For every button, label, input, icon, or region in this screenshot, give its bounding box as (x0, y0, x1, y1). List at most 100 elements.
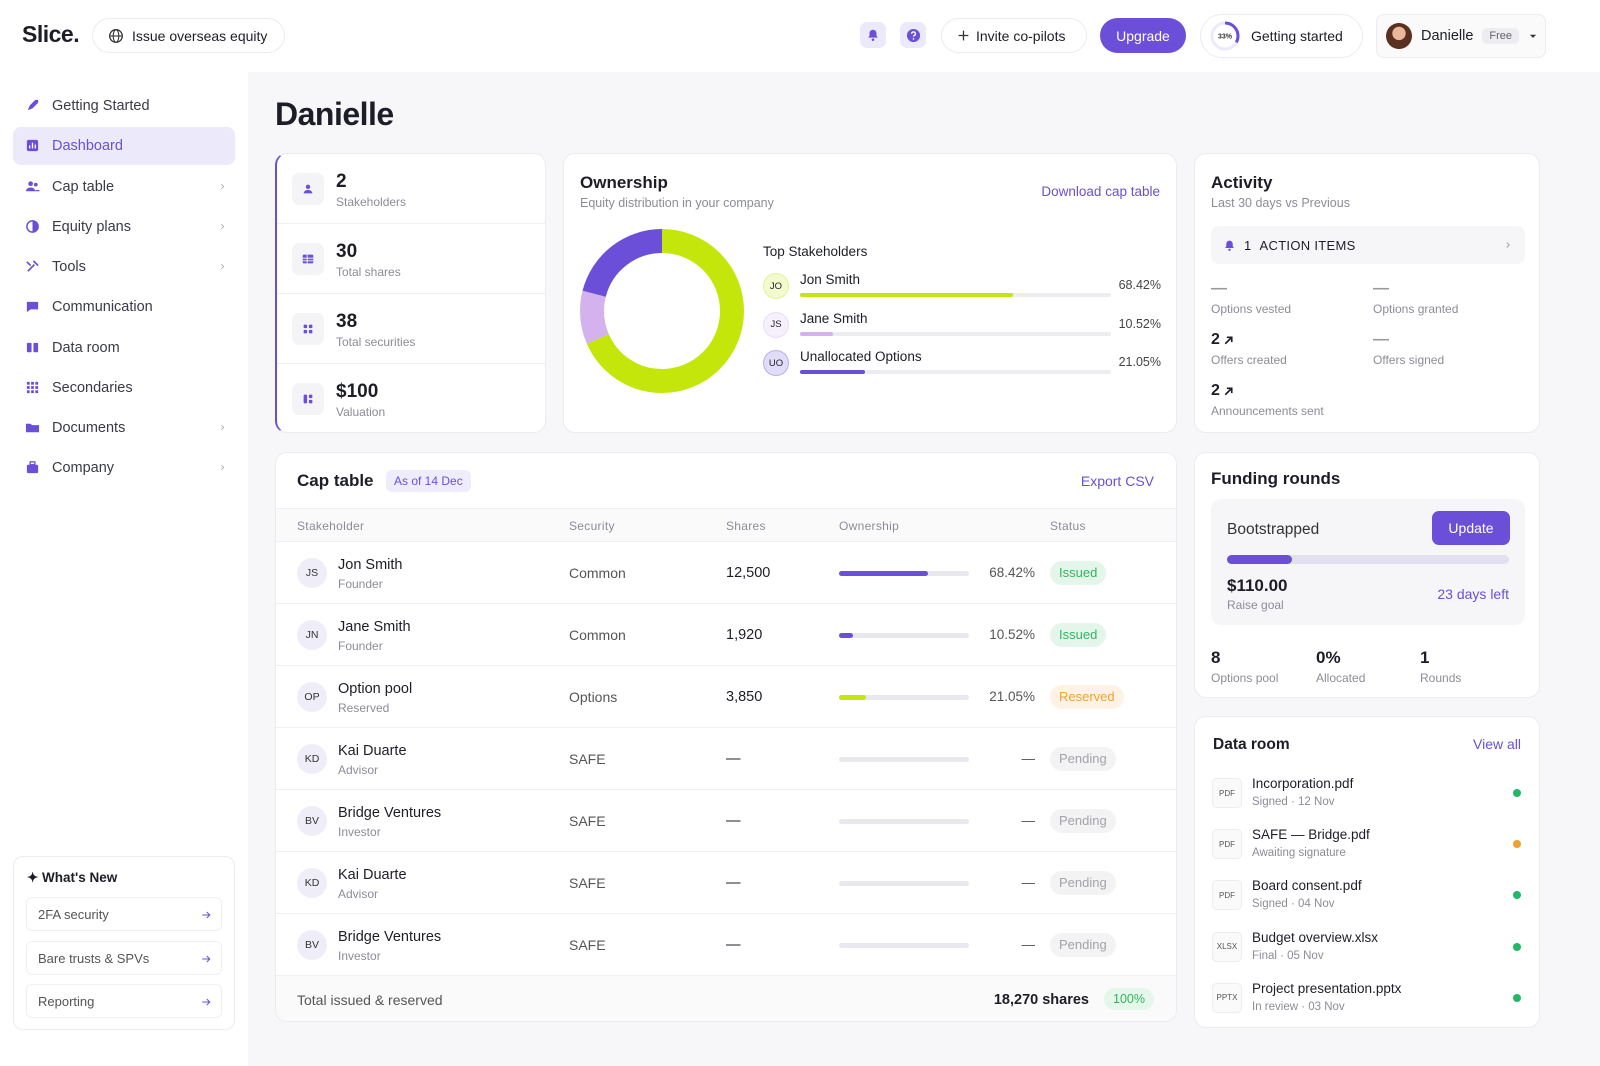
nav-item[interactable]: Equity plans (13, 208, 235, 246)
file-status-dot (1513, 993, 1521, 1002)
chevron-icon (221, 263, 225, 270)
icon-part (221, 424, 225, 431)
stat-icon (292, 173, 324, 205)
icon-part (308, 394, 313, 399)
chevron-icon (1506, 242, 1510, 248)
nav-item[interactable]: Documents (13, 409, 235, 447)
column-header: Shares (726, 519, 766, 533)
icon-part (26, 342, 32, 352)
icon-part (302, 254, 314, 264)
icon-part (303, 394, 308, 404)
icon-part (1224, 386, 1233, 395)
row-ownership: — (1021, 751, 1036, 766)
row-ownership: 10.52% (989, 627, 1035, 642)
whats-new-item[interactable]: Bare trusts & SPVs (26, 940, 222, 975)
icon-part (26, 385, 30, 389)
table-row[interactable]: OP Option pool Reserved Options 3,850 21.05% R… (276, 666, 1176, 728)
file-row[interactable]: PDF Incorporation.pdf Signed · 12 Nov (1195, 775, 1539, 815)
as-of-badge: As of 14 Dec (386, 470, 471, 492)
help-button[interactable] (900, 22, 926, 48)
stat-icon (292, 243, 324, 275)
icon-part (1506, 242, 1510, 248)
metric-label: Offers signed (1373, 353, 1445, 367)
user-menu[interactable]: Danielle Free (1376, 14, 1546, 58)
nav-icon (26, 461, 39, 474)
icon-part (33, 182, 38, 186)
bell-icon (1225, 240, 1234, 251)
row-shares: — (726, 751, 741, 767)
whats-new-item[interactable]: Reporting (26, 984, 222, 1018)
icon-part (26, 390, 30, 393)
action-items[interactable]: 1 ACTION ITEMS (1211, 226, 1525, 264)
stat-glyph (303, 184, 313, 194)
days-left: 23 days left (1437, 586, 1509, 602)
table-row[interactable]: BV Bridge Ventures Investor SAFE — — Pending (276, 914, 1176, 976)
page-title: Danielle (275, 96, 394, 132)
icon-part (31, 390, 34, 393)
bell-icon (868, 29, 878, 41)
notifications-button[interactable] (860, 22, 886, 48)
export-link[interactable]: Export CSV (1080, 473, 1154, 489)
invite-button[interactable]: Invite co-pilots (941, 18, 1087, 53)
icon-part (27, 99, 39, 111)
file-row[interactable]: XLSX Budget overview.xlsx Final · 05 Nov (1195, 929, 1539, 969)
stat-row: 2 Stakeholders (277, 154, 545, 224)
row-shares: 3,850 (726, 689, 763, 705)
table-row[interactable]: KD Kai Duarte Advisor SAFE — — Pending (276, 852, 1176, 914)
file-row[interactable]: PDF SAFE — Bridge.pdf Awaiting signature (1195, 826, 1539, 866)
icon-part (910, 30, 916, 37)
row-security: SAFE (569, 937, 606, 953)
view-all-link[interactable]: View all (1473, 736, 1521, 752)
table-row[interactable]: BV Bridge Ventures Investor SAFE — — Pending (276, 790, 1176, 852)
file-row[interactable]: PDF Board consent.pdf Signed · 04 Nov (1195, 877, 1539, 917)
table-row[interactable]: JN Jane Smith Founder Common 1,920 10.52% Issu… (276, 604, 1176, 666)
row-role: Founder (338, 639, 383, 653)
bar-track (839, 695, 969, 700)
row-security: Common (569, 565, 626, 581)
nav-item[interactable]: Company (13, 449, 235, 487)
donut-segment (580, 229, 744, 393)
cap-table-card: Cap table As of 14 Dec Export CSV Stakehold… (275, 452, 1177, 1022)
progress-track (1227, 555, 1509, 564)
stakeholder-name: Jane Smith (800, 310, 868, 326)
row-name: Kai Duarte (338, 743, 407, 759)
file-row[interactable]: PPTX Project presentation.pptx In review ·… (1195, 980, 1539, 1020)
nav-item[interactable]: Dashboard (13, 127, 235, 166)
nav-item[interactable]: Data room (13, 329, 235, 367)
whats-new: ✦ What's New 2FA security Bare trusts & SP… (13, 856, 235, 1030)
donut-segment (580, 229, 744, 393)
whats-new-label: 2FA security (38, 907, 109, 922)
nav-item[interactable]: Getting Started (13, 87, 235, 125)
upgrade-button[interactable]: Upgrade (1100, 18, 1186, 53)
share-label: 21.05% (1118, 355, 1161, 369)
icon-part (26, 464, 39, 474)
row-shares: 1,920 (726, 627, 763, 643)
nav-item[interactable]: Secondaries (13, 369, 235, 407)
issue-button[interactable]: Issue overseas equity (92, 18, 285, 53)
whats-new-label: Bare trusts & SPVs (38, 950, 150, 966)
update-button[interactable]: Update (1432, 511, 1510, 545)
icon-part (202, 911, 211, 919)
status-pill: Pending (1050, 809, 1116, 833)
icon-part (25, 423, 40, 433)
getting-started-button[interactable]: 33% Getting started (1200, 14, 1363, 58)
row-avatar: KD (297, 744, 327, 774)
nav-item[interactable]: Cap table (13, 168, 235, 206)
donut-chart (580, 229, 744, 393)
nav-item[interactable]: Tools (13, 248, 235, 286)
card-title: Data room (1213, 736, 1290, 753)
nav-item[interactable]: Communication (13, 288, 235, 326)
download-link[interactable]: Download cap table (1041, 184, 1160, 199)
bar-track (839, 633, 969, 638)
column-header: Status (1050, 519, 1086, 533)
round-name: Bootstrapped (1227, 521, 1320, 538)
card-title: Ownership (580, 173, 668, 192)
icon-part (303, 324, 308, 329)
row-security: Options (569, 689, 618, 705)
stakeholder-avatar: JS (763, 311, 789, 338)
table-row[interactable]: JS Jon Smith Founder Common 12,500 68.42% Issu… (276, 542, 1176, 604)
nav-icon (26, 219, 39, 233)
table-row[interactable]: KD Kai Duarte Advisor SAFE — — Pending (276, 728, 1176, 790)
whats-new-item[interactable]: 2FA security (26, 897, 222, 931)
plus-icon (958, 30, 969, 41)
